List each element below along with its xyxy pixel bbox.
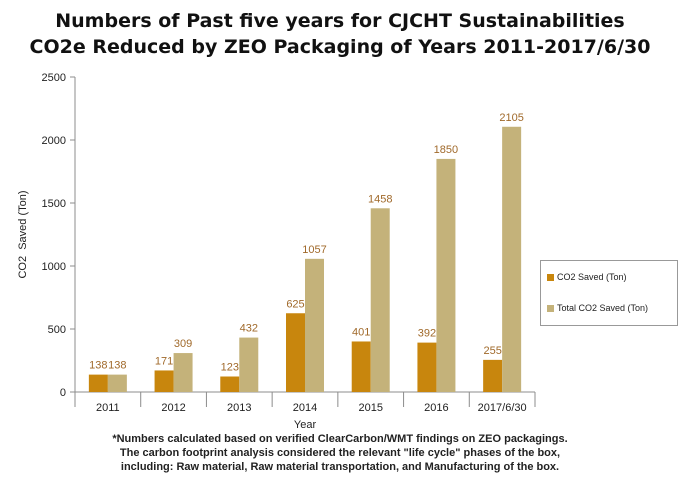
bar-total-co2-saved (370, 208, 390, 392)
bar-total-co2-saved (107, 374, 127, 392)
y-tick-label: 2500 (42, 72, 66, 84)
data-label-total-co2-saved: 1850 (434, 144, 458, 156)
footnote-line-2: The carbon footprint analysis considered… (119, 447, 561, 459)
legend-item-co2-saved: CO2 Saved (Ton) (547, 272, 627, 282)
data-label-co2-saved: 401 (352, 326, 370, 338)
bar-total-co2-saved (502, 126, 522, 393)
bar-co2-saved (483, 359, 503, 392)
footnote-line-1: *Numbers calculated based on verified Cl… (112, 433, 568, 445)
data-label-co2-saved: 171 (155, 355, 173, 367)
data-label-total-co2-saved: 2105 (499, 112, 523, 124)
x-tick-label: 2015 (358, 402, 382, 414)
legend-label-total-co2-saved: Total CO2 Saved (Ton) (557, 303, 649, 313)
bar-co2-saved (88, 374, 108, 392)
data-label-co2-saved: 123 (221, 362, 239, 374)
legend-swatch-co2-saved (547, 274, 554, 282)
legend-item-total-co2-saved: Total CO2 Saved (Ton) (547, 303, 648, 313)
legend-swatch-total-co2-saved (547, 305, 554, 313)
data-label-total-co2-saved: 432 (240, 323, 258, 335)
y-tick-label: 500 (48, 324, 66, 336)
data-label-co2-saved: 255 (483, 345, 501, 357)
x-tick-label: 2013 (227, 402, 251, 414)
x-tick-label: 2012 (161, 402, 185, 414)
data-label-total-co2-saved: 1458 (368, 193, 392, 205)
data-label-co2-saved: 625 (286, 298, 304, 310)
bar-total-co2-saved (305, 258, 324, 392)
x-tick-label: 2016 (424, 402, 448, 414)
bar-co2-saved (286, 313, 305, 392)
x-tick-label: 2017/6/30 (478, 402, 527, 414)
chart-legend: CO2 Saved (Ton) Total CO2 Saved (Ton) (540, 260, 678, 326)
footnote-line-3: including: Raw material, Raw material tr… (120, 461, 560, 473)
y-axis-label: CO2 Saved (Ton) (17, 190, 29, 278)
bar-total-co2-saved (436, 158, 456, 392)
data-label-total-co2-saved: 1057 (302, 244, 326, 256)
y-tick-label: 1500 (42, 198, 66, 210)
data-label-co2-saved: 392 (418, 328, 436, 340)
chart-title-line-1: Numbers of Past five years for CJCHT Sus… (55, 10, 625, 32)
legend-label-co2-saved: CO2 Saved (Ton) (557, 272, 627, 282)
x-tick-label: 2011 (96, 402, 120, 414)
chart-title-line-2: CO2e Reduced by ZEO Packaging of Years 2… (29, 36, 651, 58)
y-tick-label: 1000 (42, 261, 66, 273)
x-tick-label: 2014 (293, 402, 317, 414)
y-tick-label: 0 (60, 387, 66, 399)
bar-co2-saved (417, 342, 437, 392)
bar-co2-saved (351, 341, 371, 392)
y-tick-label: 2000 (42, 135, 66, 147)
bar-co2-saved (154, 370, 174, 392)
bar-total-co2-saved (173, 353, 193, 392)
x-axis-label: Year (294, 419, 317, 430)
bar-total-co2-saved (239, 337, 259, 392)
bar-chart: 0 500 1000 1500 2000 2500 CO2 Saved (Ton) Year 2… (17, 72, 536, 430)
data-label-total-co2-saved: 138 (108, 360, 126, 372)
bar-co2-saved (220, 376, 240, 392)
data-label-total-co2-saved: 309 (174, 338, 192, 350)
data-label-co2-saved: 138 (89, 360, 107, 372)
